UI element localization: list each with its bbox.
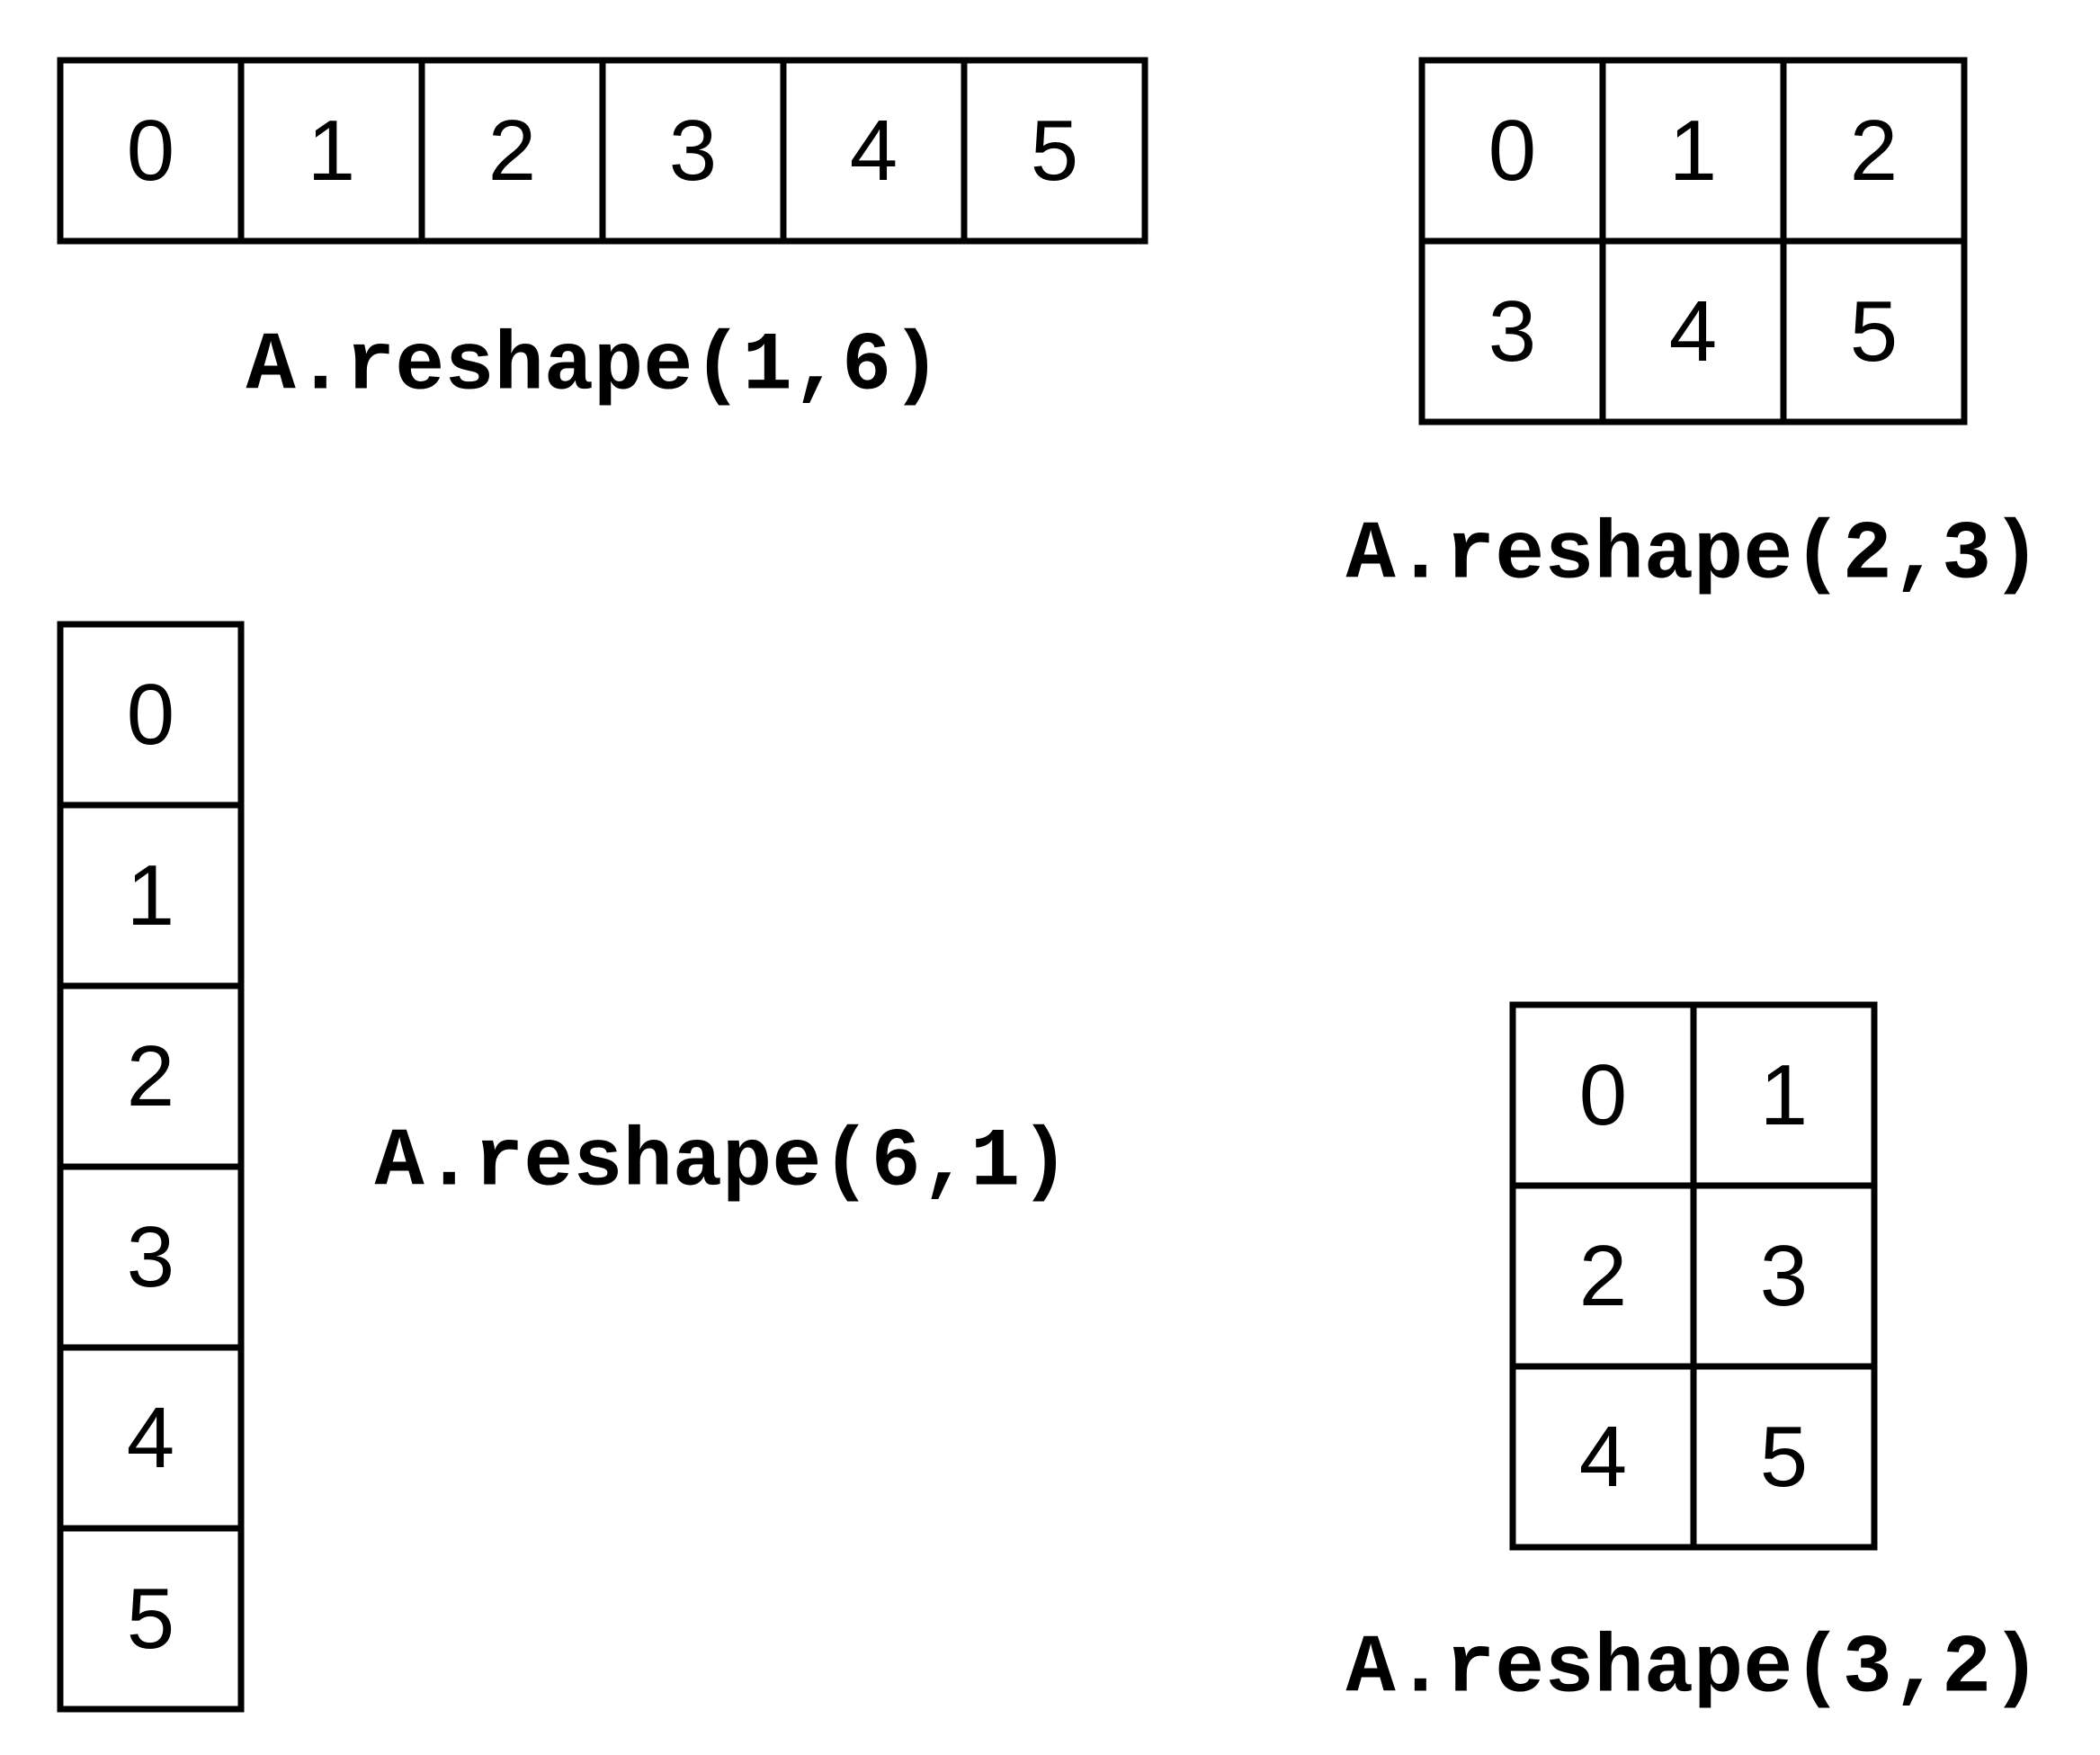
cell-box [1509,1182,1697,1370]
grid-cell: 0 [57,57,245,245]
cell-box [1599,57,1787,245]
grid-cell: 3 [599,57,787,245]
cell-box [1690,1363,1878,1551]
cell-value: 5 [1031,103,1078,199]
cell-value: 0 [1488,103,1536,199]
cell-box [57,1344,245,1532]
grid-cell: 5 [57,1525,245,1713]
cell-value: 1 [1669,103,1717,199]
caption-reshape-2-3: A.reshape(2,3) [1346,508,2042,603]
cell-value: 2 [488,103,536,199]
grid-cell: 2 [1780,57,1968,245]
cell-value: 0 [1579,1047,1627,1143]
grid-cell: 4 [1509,1363,1697,1551]
grid-cell: 1 [57,801,245,989]
grid-cell: 2 [418,57,606,245]
cell-value: 2 [1579,1228,1627,1324]
cell-box [57,1525,245,1713]
cell-value: 4 [850,103,898,199]
grid-cell: 4 [57,1344,245,1532]
cell-box [1418,237,1606,425]
grid-cell: 5 [1690,1363,1878,1551]
cell-value: 2 [127,1028,174,1124]
cell-box [57,1163,245,1351]
caption-reshape-1-6: A.reshape(1,6) [246,319,942,414]
grid-cell: 1 [1690,1001,1878,1189]
cell-box [57,801,245,989]
grid-cell: 2 [1509,1182,1697,1370]
cell-value: 2 [1850,103,1898,199]
cell-value: 3 [669,103,717,199]
grid-cell: 2 [57,982,245,1170]
cell-value: 3 [127,1209,174,1305]
grid-cell: 5 [961,57,1148,245]
cell-value: 5 [1760,1409,1808,1505]
grid-reshape-3-2: 0 1 2 3 4 5 [1509,1001,1878,1551]
grid-reshape-6-1: 0 1 2 3 4 5 [57,621,245,1713]
grid-cell: 3 [1418,237,1606,425]
grid-cell: 0 [57,621,245,809]
cell-value: 4 [127,1390,174,1486]
grid-cell: 0 [1509,1001,1697,1189]
cell-value: 4 [1579,1409,1627,1505]
cell-value: 1 [127,847,174,944]
cell-value: 5 [1850,283,1898,380]
grid-cell: 4 [1599,237,1787,425]
cell-box [1509,1363,1697,1551]
cell-value: 1 [308,103,355,199]
grid-cell: 1 [237,57,425,245]
cell-value: 3 [1760,1228,1808,1324]
cell-value: 1 [1760,1047,1808,1143]
grid-reshape-2-3: 0 1 2 3 4 5 [1418,57,1968,425]
cell-value: 0 [127,667,174,763]
cell-box [961,57,1148,245]
caption-reshape-3-2: A.reshape(3,2) [1346,1622,2042,1716]
cell-value: 3 [1488,283,1536,380]
cell-value: 0 [127,103,174,199]
grid-cell: 4 [780,57,968,245]
cell-box [780,57,968,245]
cell-box [1690,1182,1878,1370]
grid-cell: 5 [1780,237,1968,425]
cell-value: 5 [127,1571,174,1667]
grid-reshape-1-6: 0 1 2 3 4 5 [57,57,1148,245]
cell-box [1780,237,1968,425]
cell-box [237,57,425,245]
cell-box [1690,1001,1878,1189]
grid-cell: 3 [1690,1182,1878,1370]
cell-box [57,57,245,245]
caption-reshape-6-1: A.reshape(6,1) [375,1115,1070,1210]
grid-cell: 3 [57,1163,245,1351]
cell-box [418,57,606,245]
grid-cell: 1 [1599,57,1787,245]
cell-value: 4 [1669,283,1717,380]
grid-cell: 0 [1418,57,1606,245]
cell-box [1509,1001,1697,1189]
